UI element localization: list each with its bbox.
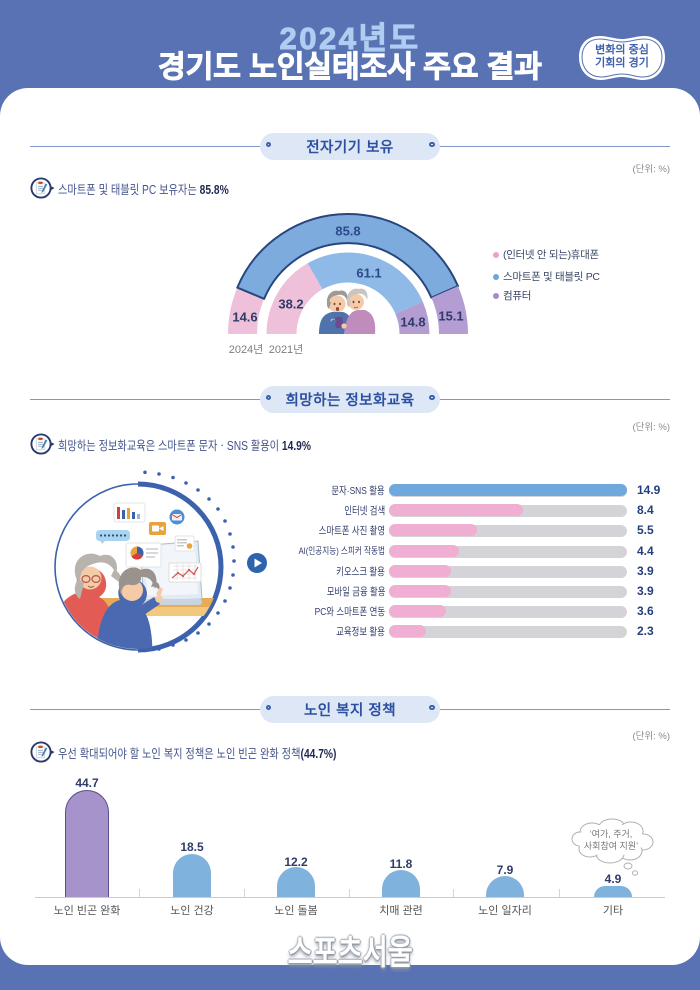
- svg-text:사회참여 지원’: 사회참여 지원’: [584, 840, 638, 851]
- svg-text:변화의 중심: 변화의 중심: [595, 42, 649, 56]
- svg-text:기회의 경기: 기회의 경기: [595, 55, 649, 69]
- svg-text:‘여가, 주거,: ‘여가, 주거,: [590, 828, 633, 839]
